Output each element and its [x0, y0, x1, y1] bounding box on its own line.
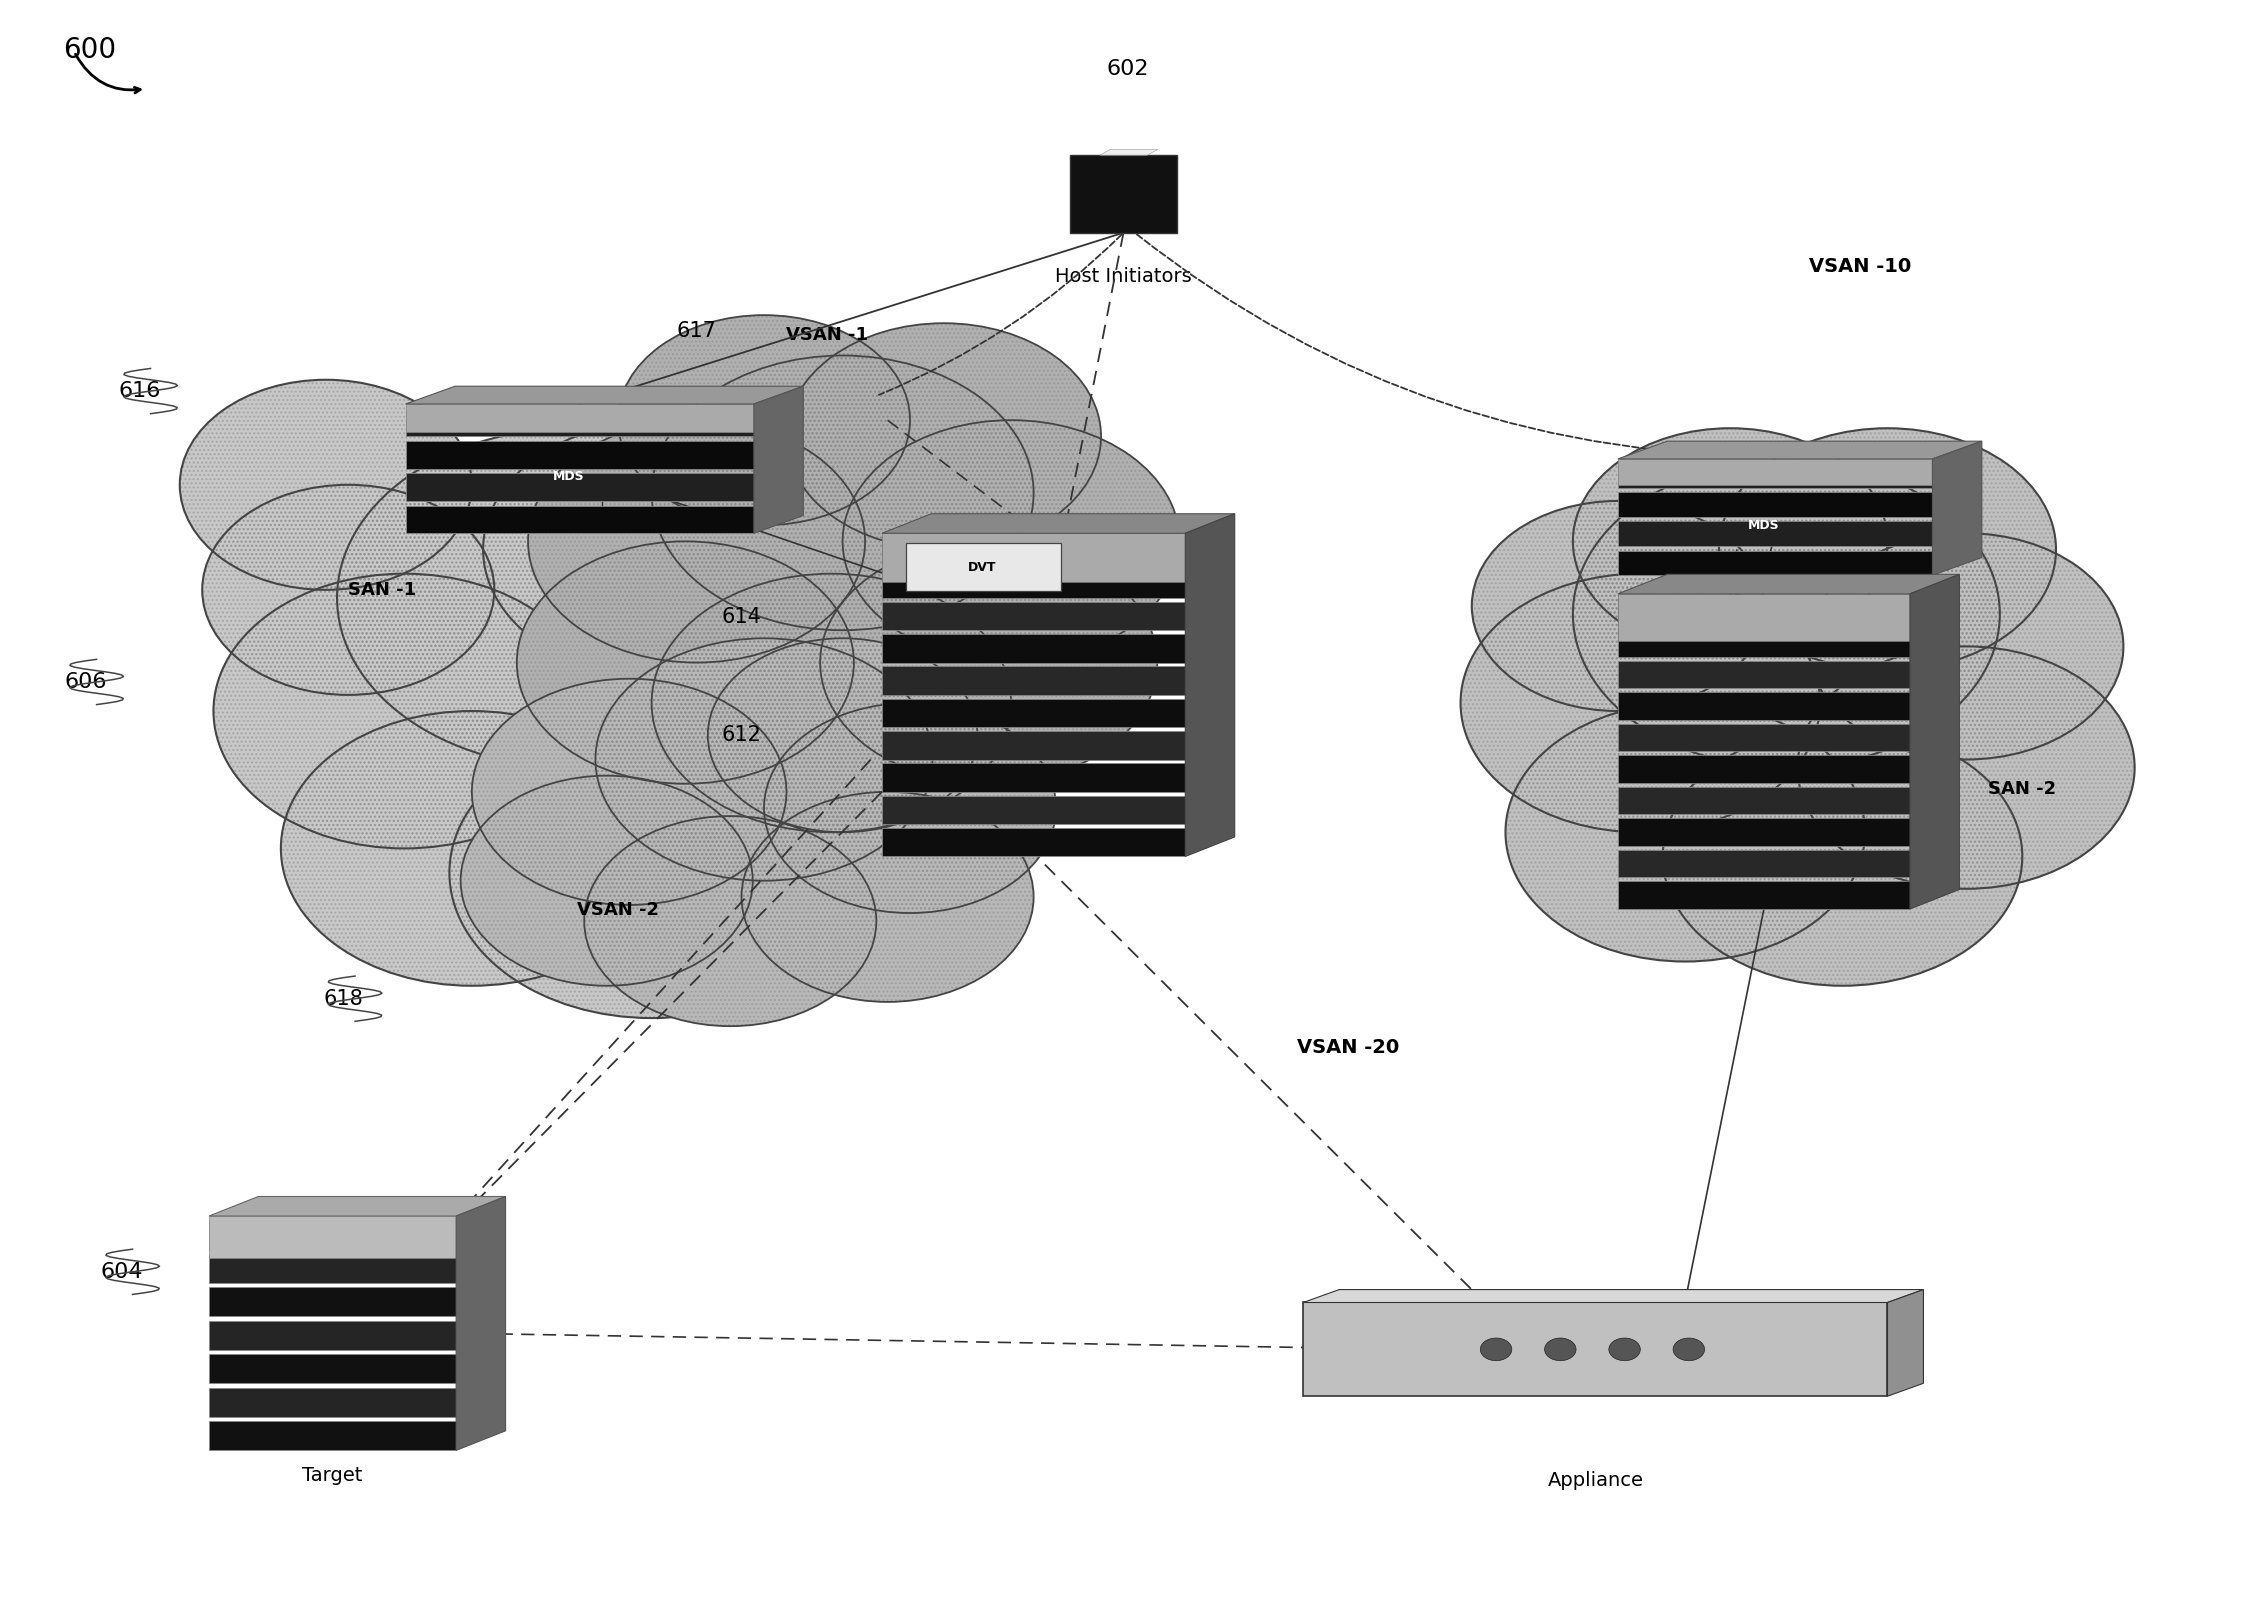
Text: 602: 602 [1108, 60, 1148, 79]
FancyBboxPatch shape [906, 543, 1061, 591]
Polygon shape [1618, 464, 1932, 488]
Text: MDS: MDS [1748, 519, 1780, 532]
Text: 600: 600 [63, 36, 117, 63]
Polygon shape [1618, 551, 1932, 575]
Text: 616: 616 [119, 381, 160, 401]
Polygon shape [209, 1254, 456, 1283]
Polygon shape [1618, 629, 1910, 656]
Text: VSAN -20: VSAN -20 [1297, 1037, 1400, 1057]
Polygon shape [404, 441, 755, 469]
Polygon shape [881, 569, 1186, 598]
Text: 612: 612 [721, 726, 762, 745]
Polygon shape [1932, 441, 1982, 575]
Polygon shape [881, 601, 1186, 630]
Circle shape [1674, 1338, 1705, 1361]
Polygon shape [456, 1196, 506, 1451]
Text: 618: 618 [324, 989, 364, 1008]
Text: MDS: MDS [553, 470, 584, 483]
Polygon shape [209, 1420, 456, 1451]
Text: 613: 613 [998, 532, 1038, 551]
Polygon shape [1618, 692, 1910, 721]
Polygon shape [1618, 755, 1910, 784]
Text: Target: Target [303, 1466, 362, 1485]
Polygon shape [1910, 574, 1959, 908]
Circle shape [1609, 1338, 1640, 1361]
Polygon shape [1186, 514, 1236, 856]
Polygon shape [881, 514, 1236, 533]
Text: Appliance: Appliance [1548, 1471, 1643, 1490]
Polygon shape [1618, 787, 1910, 814]
Polygon shape [1618, 493, 1932, 517]
Polygon shape [209, 1220, 456, 1249]
Text: 608: 608 [1407, 1320, 1447, 1340]
Polygon shape [881, 537, 1186, 566]
Polygon shape [1070, 155, 1177, 233]
Circle shape [1481, 1338, 1512, 1361]
Polygon shape [404, 404, 755, 433]
Text: 617: 617 [676, 322, 717, 341]
Text: SAN -2: SAN -2 [1989, 779, 2056, 798]
Polygon shape [881, 730, 1186, 760]
Polygon shape [881, 533, 1186, 582]
Text: 604: 604 [101, 1262, 142, 1281]
Polygon shape [1618, 522, 1932, 546]
Polygon shape [1618, 574, 1959, 593]
Polygon shape [1618, 818, 1910, 847]
Polygon shape [209, 1388, 456, 1417]
Text: DVT: DVT [968, 561, 995, 574]
Circle shape [1544, 1338, 1575, 1361]
Polygon shape [404, 473, 755, 501]
Polygon shape [209, 1215, 456, 1259]
Polygon shape [881, 666, 1186, 695]
Text: 611: 611 [1157, 532, 1198, 551]
Polygon shape [881, 633, 1186, 663]
Polygon shape [1618, 598, 1910, 625]
Polygon shape [1618, 881, 1910, 908]
Polygon shape [881, 698, 1186, 727]
Text: VSAN -10: VSAN -10 [1809, 257, 1912, 276]
Polygon shape [1618, 593, 1910, 642]
Polygon shape [1303, 1290, 1923, 1302]
Polygon shape [1618, 724, 1910, 751]
Polygon shape [1618, 850, 1910, 877]
Polygon shape [1618, 661, 1910, 688]
Polygon shape [1618, 459, 1932, 485]
Text: SAN -1: SAN -1 [348, 580, 416, 600]
Polygon shape [1099, 149, 1157, 155]
Polygon shape [881, 827, 1186, 856]
Text: Host Initiators: Host Initiators [1056, 267, 1191, 286]
Polygon shape [881, 795, 1186, 824]
Text: 614: 614 [721, 608, 762, 627]
Text: VSAN -1: VSAN -1 [786, 325, 867, 344]
Polygon shape [881, 763, 1186, 792]
Text: 606: 606 [65, 672, 106, 692]
Polygon shape [404, 409, 755, 436]
Polygon shape [209, 1320, 456, 1349]
Polygon shape [755, 386, 804, 533]
Polygon shape [209, 1354, 456, 1383]
Polygon shape [209, 1196, 506, 1215]
Polygon shape [209, 1288, 456, 1317]
Text: VSAN -2: VSAN -2 [577, 900, 658, 920]
Polygon shape [404, 506, 755, 533]
Polygon shape [1887, 1290, 1923, 1396]
Polygon shape [1303, 1302, 1887, 1396]
Polygon shape [1618, 441, 1982, 459]
Polygon shape [404, 386, 804, 404]
